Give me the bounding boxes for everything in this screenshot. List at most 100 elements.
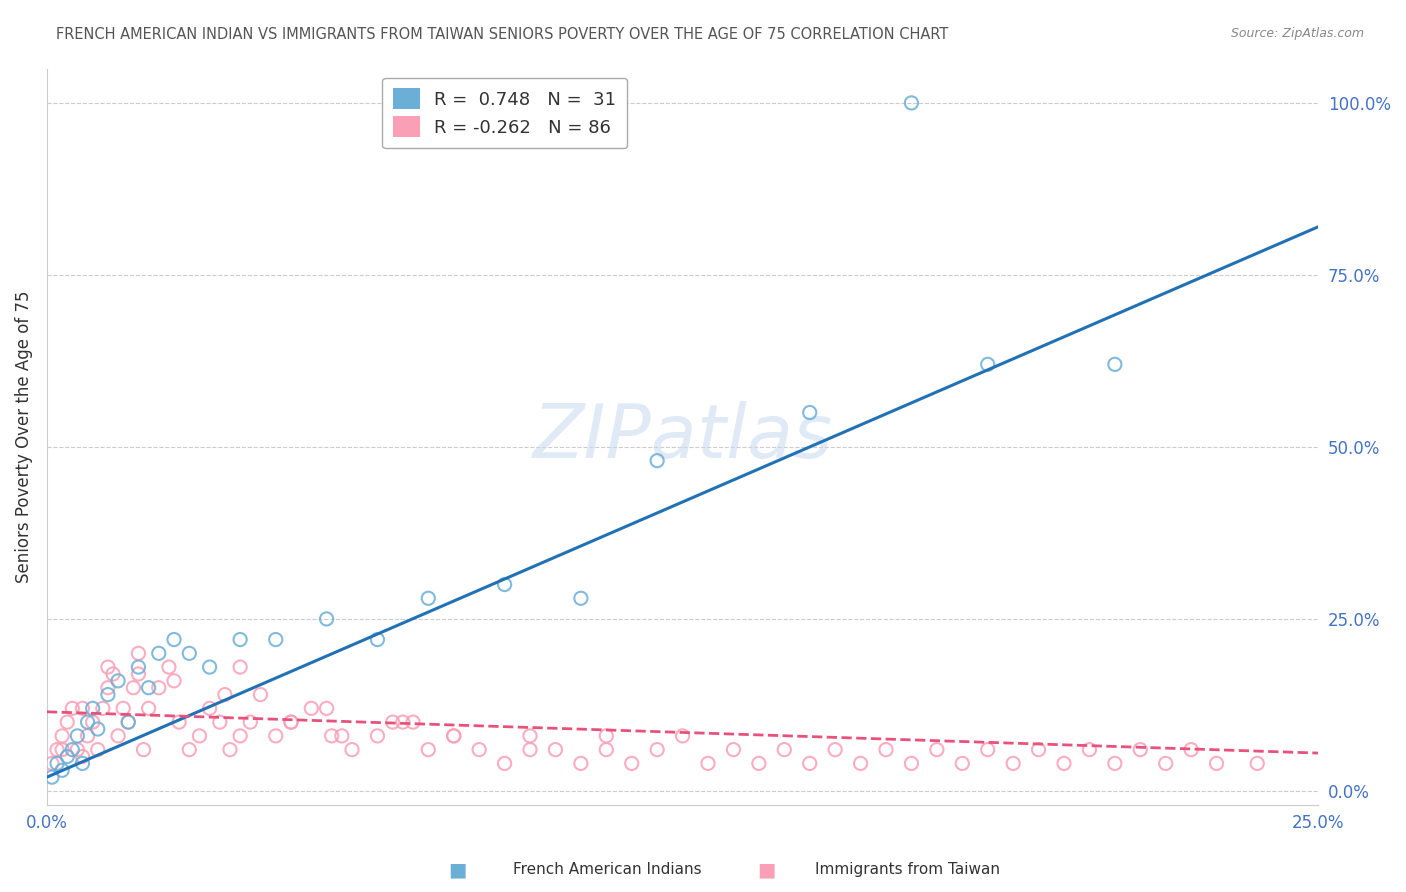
Point bbox=[41, 756, 63, 771]
Point bbox=[799, 405, 821, 419]
Point bbox=[229, 660, 252, 674]
Point bbox=[107, 729, 129, 743]
Point bbox=[229, 729, 252, 743]
Point bbox=[239, 715, 262, 730]
Point bbox=[748, 756, 770, 771]
Point bbox=[595, 729, 617, 743]
Point bbox=[900, 756, 922, 771]
Point bbox=[91, 701, 114, 715]
Point bbox=[340, 742, 363, 756]
Point bbox=[66, 729, 89, 743]
Point bbox=[127, 646, 149, 660]
Point bbox=[671, 729, 693, 743]
Point bbox=[264, 729, 287, 743]
Point bbox=[977, 742, 1000, 756]
Point bbox=[122, 681, 145, 695]
Point bbox=[519, 729, 541, 743]
Point bbox=[188, 729, 211, 743]
Point bbox=[519, 742, 541, 756]
Point bbox=[76, 715, 98, 730]
Point bbox=[645, 742, 668, 756]
Point bbox=[87, 742, 110, 756]
Point bbox=[76, 729, 98, 743]
Point bbox=[900, 95, 922, 110]
Point bbox=[127, 667, 149, 681]
Point bbox=[264, 632, 287, 647]
Point bbox=[138, 701, 160, 715]
Point bbox=[60, 701, 83, 715]
Point bbox=[418, 591, 440, 606]
Point bbox=[620, 756, 643, 771]
Point bbox=[299, 701, 322, 715]
Point bbox=[97, 660, 120, 674]
Point bbox=[107, 673, 129, 688]
Point bbox=[66, 742, 89, 756]
Point bbox=[1028, 742, 1050, 756]
Text: Immigrants from Taiwan: Immigrants from Taiwan bbox=[815, 863, 1001, 877]
Point bbox=[569, 756, 592, 771]
Point bbox=[280, 715, 302, 730]
Point bbox=[697, 756, 720, 771]
Text: FRENCH AMERICAN INDIAN VS IMMIGRANTS FROM TAIWAN SENIORS POVERTY OVER THE AGE OF: FRENCH AMERICAN INDIAN VS IMMIGRANTS FRO… bbox=[56, 27, 949, 42]
Point bbox=[280, 715, 302, 730]
Point bbox=[46, 756, 69, 771]
Point bbox=[315, 612, 337, 626]
Point bbox=[925, 742, 948, 756]
Point bbox=[950, 756, 973, 771]
Point bbox=[849, 756, 872, 771]
Point bbox=[46, 742, 69, 756]
Point bbox=[198, 660, 221, 674]
Point bbox=[330, 729, 353, 743]
Point bbox=[157, 660, 180, 674]
Point bbox=[56, 749, 79, 764]
Point bbox=[41, 770, 63, 784]
Point bbox=[112, 701, 135, 715]
Point bbox=[315, 701, 337, 715]
Point bbox=[723, 742, 745, 756]
Point bbox=[163, 673, 186, 688]
Text: ■: ■ bbox=[756, 860, 776, 880]
Point bbox=[56, 715, 79, 730]
Point bbox=[117, 715, 139, 730]
Point bbox=[1053, 756, 1076, 771]
Point bbox=[219, 742, 242, 756]
Point bbox=[72, 749, 94, 764]
Point bbox=[824, 742, 846, 756]
Text: ■: ■ bbox=[447, 860, 467, 880]
Point bbox=[72, 701, 94, 715]
Point bbox=[1129, 742, 1152, 756]
Point bbox=[208, 715, 231, 730]
Point bbox=[82, 715, 104, 730]
Point bbox=[366, 729, 388, 743]
Legend: R =  0.748   N =  31, R = -0.262   N = 86: R = 0.748 N = 31, R = -0.262 N = 86 bbox=[382, 78, 627, 148]
Point bbox=[87, 722, 110, 736]
Point bbox=[443, 729, 465, 743]
Point bbox=[101, 667, 124, 681]
Point bbox=[595, 742, 617, 756]
Point bbox=[117, 715, 139, 730]
Point bbox=[494, 756, 516, 771]
Point bbox=[392, 715, 415, 730]
Point bbox=[799, 756, 821, 771]
Point bbox=[82, 701, 104, 715]
Point bbox=[167, 715, 190, 730]
Point bbox=[321, 729, 343, 743]
Point bbox=[60, 742, 83, 756]
Point bbox=[163, 632, 186, 647]
Text: French American Indians: French American Indians bbox=[513, 863, 702, 877]
Text: Source: ZipAtlas.com: Source: ZipAtlas.com bbox=[1230, 27, 1364, 40]
Point bbox=[127, 660, 149, 674]
Point bbox=[72, 756, 94, 771]
Point bbox=[1154, 756, 1177, 771]
Point bbox=[443, 729, 465, 743]
Point bbox=[1246, 756, 1268, 771]
Point bbox=[51, 742, 73, 756]
Point bbox=[381, 715, 404, 730]
Point bbox=[402, 715, 425, 730]
Y-axis label: Seniors Poverty Over the Age of 75: Seniors Poverty Over the Age of 75 bbox=[15, 291, 32, 582]
Point bbox=[179, 646, 201, 660]
Point bbox=[97, 688, 120, 702]
Point bbox=[418, 742, 440, 756]
Point bbox=[875, 742, 897, 756]
Point bbox=[229, 632, 252, 647]
